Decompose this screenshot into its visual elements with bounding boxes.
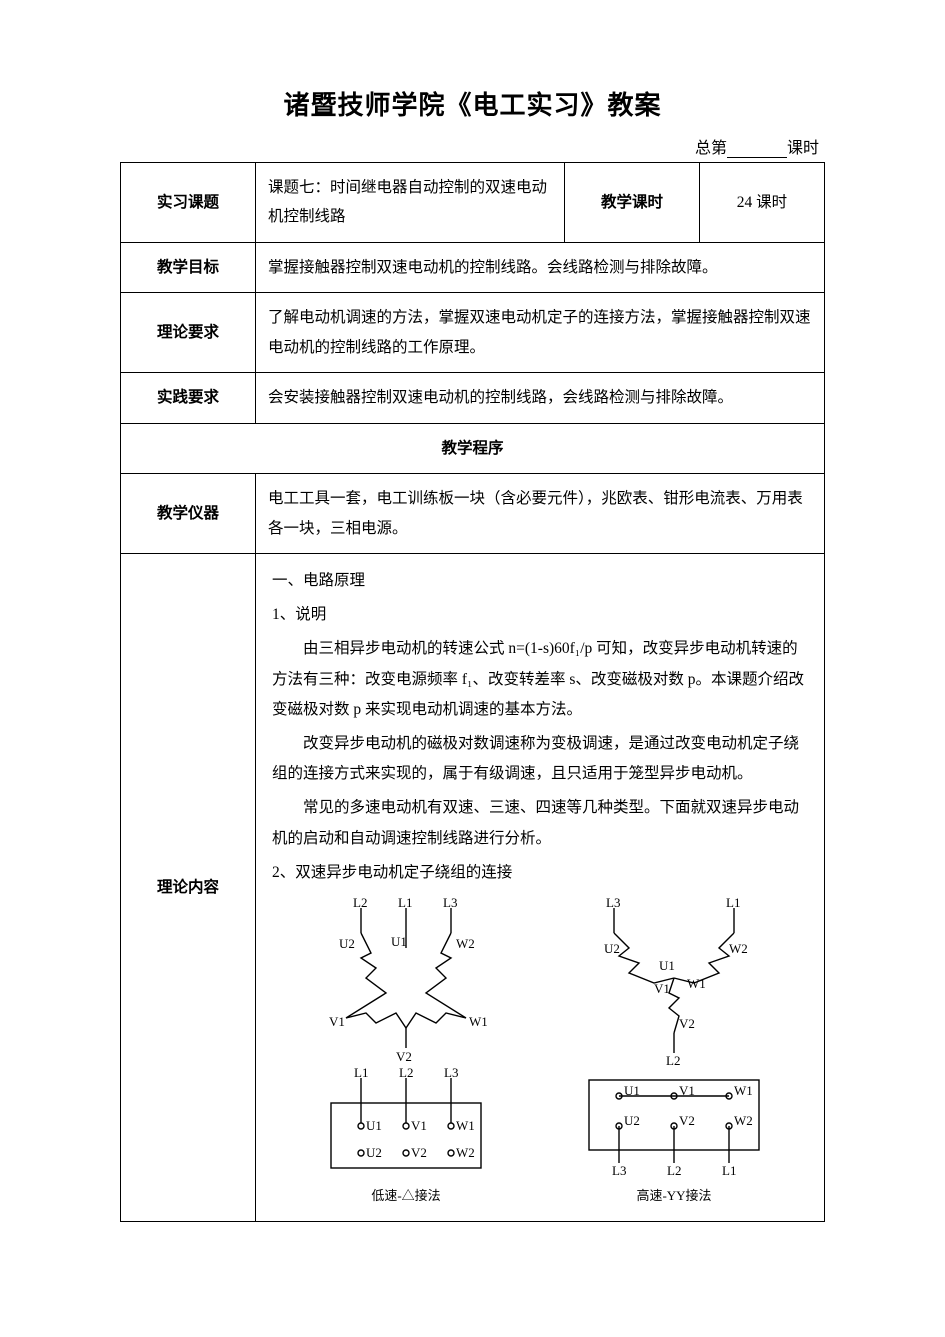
cell-theory-req: 了解电动机调速的方法，掌握双速电动机定子的连接方法，掌握接触器控制双速电动机的控…	[256, 293, 825, 373]
lbl: W1	[456, 1118, 475, 1133]
row-practice-req: 实践要求 会安装接触器控制双速电动机的控制线路，会线路检测与排除故障。	[121, 373, 825, 423]
cell-practice-req: 会安装接触器控制双速电动机的控制线路，会线路检测与排除故障。	[256, 373, 825, 423]
yy-winding-svg: L3 L1 U2 U1 W2 V1 W1 V2 L2	[559, 898, 789, 1068]
label-topic: 实习课题	[121, 163, 256, 243]
row-topic: 实习课题 课题七：时间继电器自动控制的双速电动机控制线路 教学课时 24 课时	[121, 163, 825, 243]
lbl: V1	[411, 1118, 427, 1133]
theory-p2: 改变异步电动机的磁极对数调速称为变极调速，是通过改变电动机定子绕组的连接方式来实…	[272, 729, 808, 789]
yy-terminal-box-svg: U1 V1 W1 U2 V2 W2 L3 L2 L1	[569, 1068, 779, 1178]
lbl: L2	[353, 898, 367, 910]
row-theory-content: 理论内容 一、电路原理 1、说明 由三相异步电动机的转速公式 n=(1-s)60…	[121, 553, 825, 1221]
lbl: W2	[456, 1145, 475, 1160]
lbl: L3	[612, 1163, 626, 1178]
diagram-yy: L3 L1 U2 U1 W2 V1 W1 V2 L2	[559, 898, 789, 1209]
label-hours: 教学课时	[565, 163, 700, 243]
theory-s1: 1、说明	[272, 600, 808, 630]
lbl: W2	[729, 941, 748, 956]
delta-terminal-box-svg: L1 L2 L3 U1 V1 W1 U2 V2 W2	[306, 1068, 506, 1178]
lbl: V1	[329, 1014, 345, 1029]
lbl: L3	[606, 898, 620, 910]
lbl: L2	[667, 1163, 681, 1178]
lbl: V2	[679, 1113, 695, 1128]
row-procedure-header: 教学程序	[121, 423, 825, 473]
cell-objective: 掌握接触器控制双速电动机的控制线路。会线路检测与排除故障。	[256, 242, 825, 292]
label-objective: 教学目标	[121, 242, 256, 292]
diagrams-container: L2 L1 L3 U2 U1 W2 V1 V2 W1	[272, 898, 808, 1209]
caption-yy: 高速-YY接法	[636, 1184, 711, 1209]
theory-s2: 2、双速异步电动机定子绕组的连接	[272, 858, 808, 888]
lbl: L3	[444, 1068, 458, 1080]
theory-p3: 常见的多速电动机有双速、三速、四速等几种类型。下面就双速异步电动机的启动和自动调…	[272, 793, 808, 853]
theory-h1: 一、电路原理	[272, 566, 808, 596]
lbl: V2	[396, 1049, 412, 1064]
lbl: U1	[391, 934, 407, 949]
lesson-plan-page: 诸暨技师学院《电工实习》教案 总第 课时 实习课题 课题七：时间继电器自动控制的双…	[0, 0, 945, 1337]
lbl: V1	[679, 1083, 695, 1098]
cell-hours-value: 24 课时	[700, 163, 825, 243]
lbl: V2	[679, 1016, 695, 1031]
lbl: L2	[666, 1053, 680, 1068]
lbl: U2	[366, 1145, 382, 1160]
lbl: U2	[624, 1113, 640, 1128]
period-header: 总第 课时	[120, 134, 825, 158]
lbl: U1	[366, 1118, 382, 1133]
lbl: U2	[339, 936, 355, 951]
lbl: W1	[469, 1014, 488, 1029]
lbl: L1	[398, 898, 412, 910]
lbl: L1	[354, 1068, 368, 1080]
lbl: V2	[411, 1145, 427, 1160]
label-theory-content: 理论内容	[121, 553, 256, 1221]
lbl: W1	[734, 1083, 753, 1098]
cell-topic-text: 课题七：时间继电器自动控制的双速电动机控制线路	[256, 163, 565, 243]
row-theory-req: 理论要求 了解电动机调速的方法，掌握双速电动机定子的连接方法，掌握接触器控制双速…	[121, 293, 825, 373]
label-instruments: 教学仪器	[121, 474, 256, 554]
lbl: W2	[734, 1113, 753, 1128]
header-suffix: 课时	[787, 140, 819, 157]
blank-field[interactable]	[727, 141, 787, 158]
page-title: 诸暨技师学院《电工实习》教案	[120, 85, 825, 122]
lbl: L2	[399, 1068, 413, 1080]
lbl: U1	[624, 1083, 640, 1098]
lbl: W1	[687, 976, 706, 991]
row-instruments: 教学仪器 电工工具一套，电工训练板一块（含必要元件），兆欧表、钳形电流表、万用表…	[121, 474, 825, 554]
lbl: L1	[722, 1163, 736, 1178]
diagram-delta: L2 L1 L3 U2 U1 W2 V1 V2 W1	[291, 898, 521, 1209]
label-theory-req: 理论要求	[121, 293, 256, 373]
label-practice-req: 实践要求	[121, 373, 256, 423]
cell-theory-content: 一、电路原理 1、说明 由三相异步电动机的转速公式 n=(1-s)60f₁/p …	[256, 553, 825, 1221]
lesson-plan-table: 实习课题 课题七：时间继电器自动控制的双速电动机控制线路 教学课时 24 课时 …	[120, 162, 825, 1222]
theory-p1: 由三相异步电动机的转速公式 n=(1-s)60f₁/p 可知，改变异步电动机转速…	[272, 634, 808, 725]
delta-winding-svg: L2 L1 L3 U2 U1 W2 V1 V2 W1	[291, 898, 521, 1068]
lbl: U1	[659, 958, 675, 973]
cell-instruments: 电工工具一套，电工训练板一块（含必要元件），兆欧表、钳形电流表、万用表各一块，三…	[256, 474, 825, 554]
lbl: L3	[443, 898, 457, 910]
lbl: V1	[654, 981, 670, 996]
lbl: L1	[726, 898, 740, 910]
label-procedure: 教学程序	[121, 423, 825, 473]
header-prefix: 总第	[695, 140, 727, 157]
row-objective: 教学目标 掌握接触器控制双速电动机的控制线路。会线路检测与排除故障。	[121, 242, 825, 292]
caption-delta: 低速-△接法	[371, 1184, 440, 1209]
lbl: W2	[456, 936, 475, 951]
lbl: U2	[604, 941, 620, 956]
